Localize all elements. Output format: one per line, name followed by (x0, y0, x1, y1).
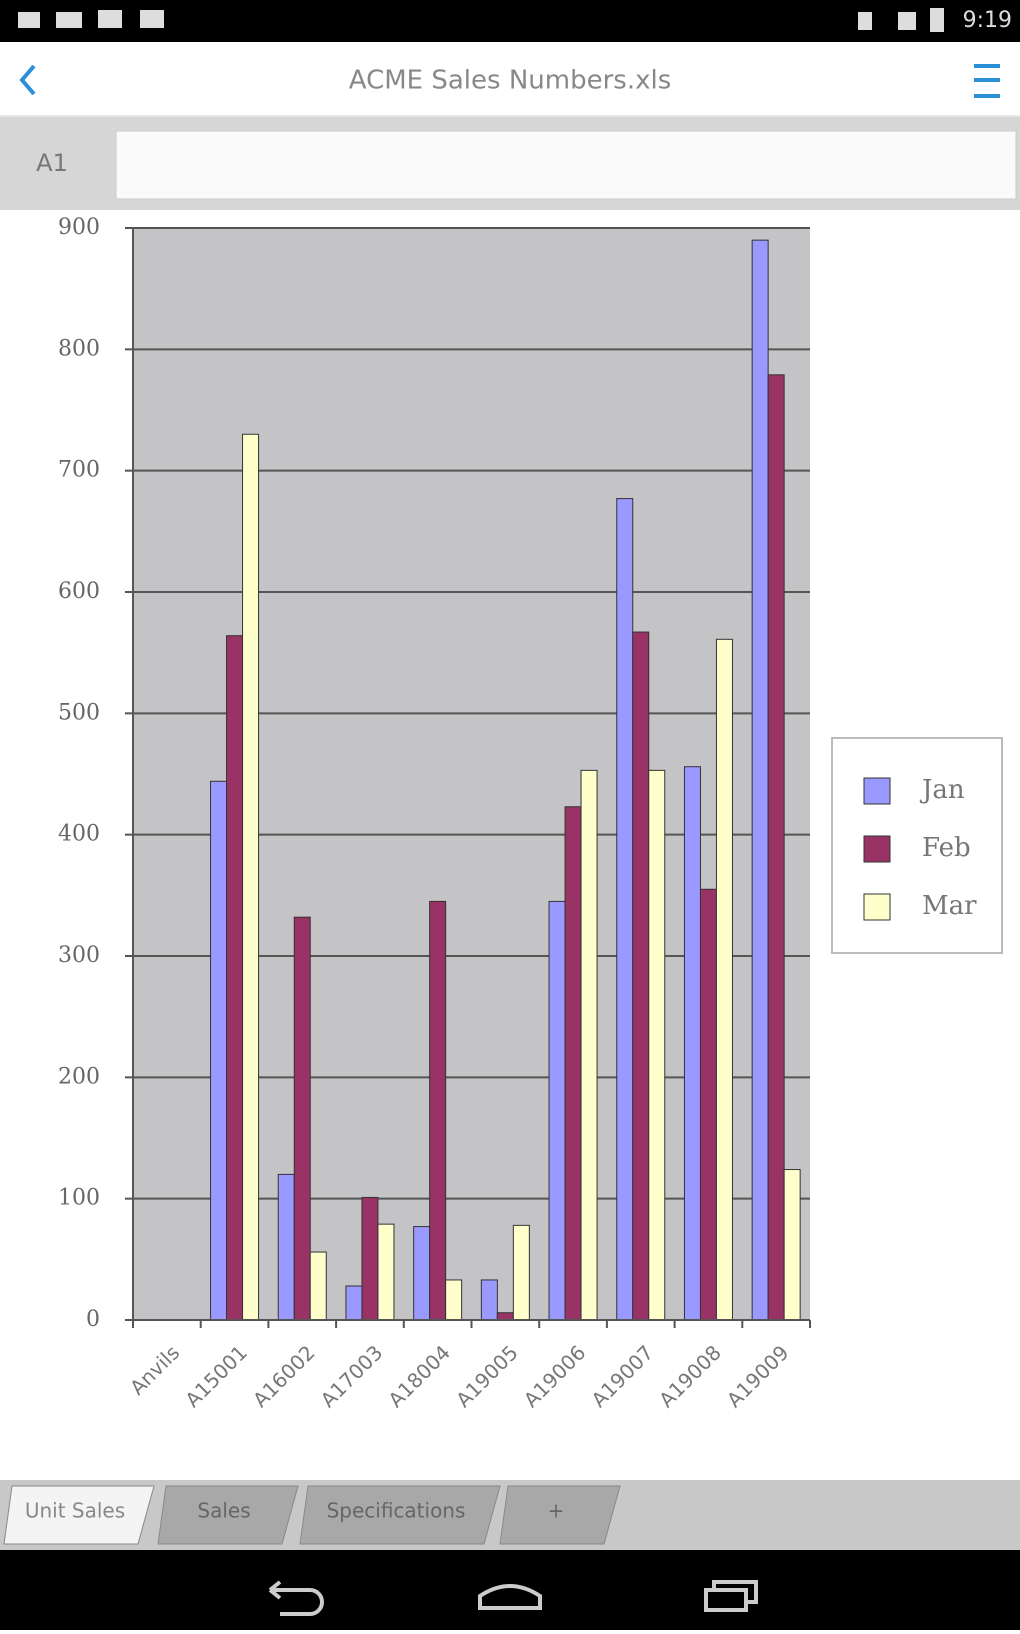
y-tick-label: 0 (86, 1307, 100, 1332)
bar (632, 631, 650, 1321)
bar (413, 1226, 431, 1321)
y-tick-label: 700 (58, 458, 100, 483)
y-tick-label: 500 (58, 700, 100, 725)
bar (445, 1279, 463, 1321)
bar (715, 638, 733, 1321)
nav-recents[interactable] (704, 1580, 758, 1612)
tab[interactable] (157, 1485, 299, 1545)
y-tick-label: 600 (58, 579, 100, 604)
legend-swatch (863, 777, 891, 805)
y-tick-label: 300 (58, 943, 100, 968)
bar (783, 1169, 801, 1321)
tab-label: Sales (197, 1499, 250, 1523)
status-icons (18, 8, 944, 32)
file-title: ACME Sales Numbers.xls (349, 66, 672, 96)
y-tick-label: 400 (58, 822, 100, 847)
formula-input[interactable] (115, 130, 1017, 200)
legend-label: Jan (919, 775, 965, 805)
legend (831, 737, 1003, 954)
bar (648, 769, 666, 1321)
bar (512, 1224, 530, 1321)
nav-bar (0, 1550, 1020, 1630)
bar (496, 1312, 514, 1321)
bar (309, 1251, 327, 1321)
y-tick-label: 800 (58, 336, 100, 361)
legend-label: Mar (922, 891, 977, 921)
tabs: Unit Sales Sales Specifications + (3, 1485, 621, 1545)
bar (683, 766, 701, 1321)
bar (580, 769, 598, 1321)
bar (767, 374, 785, 1321)
bar (277, 1173, 295, 1321)
bar (480, 1279, 498, 1321)
bar (548, 900, 566, 1321)
bar (564, 806, 582, 1321)
tab-label: + (548, 1499, 565, 1523)
bar (293, 916, 311, 1321)
tab-label: Unit Sales (25, 1499, 125, 1523)
bar (751, 239, 769, 1321)
status-time: 9:19 (963, 8, 1012, 33)
legend-swatch (863, 835, 891, 863)
legend-label: Feb (922, 833, 971, 863)
y-tick-label: 200 (58, 1064, 100, 1089)
bar (616, 498, 634, 1321)
toolbar (0, 42, 1020, 116)
bar (699, 888, 717, 1321)
legend-swatch (863, 893, 891, 921)
tab[interactable] (299, 1485, 501, 1545)
menu-button[interactable] (974, 64, 1000, 98)
cell-reference: A1 (36, 149, 68, 177)
tab-label: Specifications (327, 1499, 466, 1523)
y-tick-label: 100 (58, 1186, 100, 1211)
nav-back[interactable] (268, 1580, 324, 1616)
bar (226, 635, 244, 1321)
tab[interactable] (499, 1485, 621, 1545)
y-tick-label: 900 (58, 215, 100, 240)
bar (242, 433, 260, 1321)
bar (210, 780, 228, 1321)
status-bar (0, 0, 1020, 42)
bar (377, 1223, 395, 1321)
back-button[interactable] (19, 64, 36, 96)
bar (429, 900, 447, 1321)
bar (361, 1196, 379, 1321)
bar (345, 1285, 363, 1321)
nav-home[interactable] (478, 1584, 542, 1610)
tab[interactable] (3, 1485, 155, 1545)
